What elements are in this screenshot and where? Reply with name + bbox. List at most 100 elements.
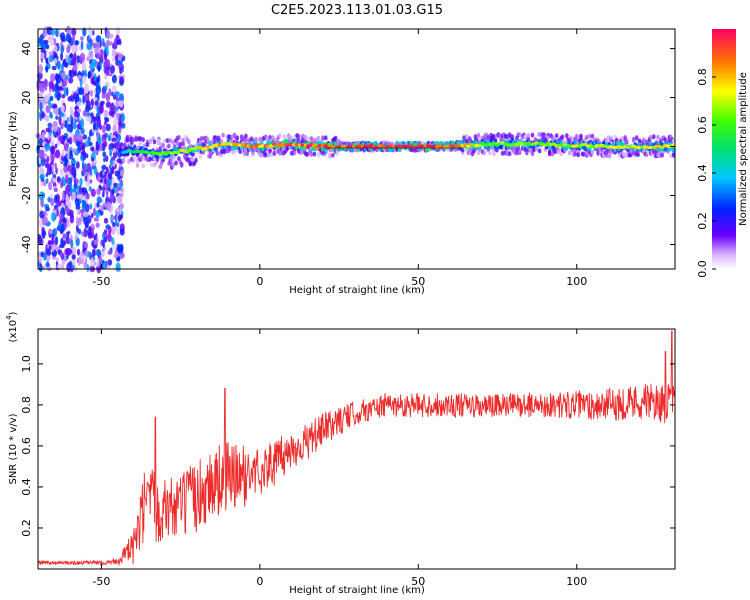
colorbar-gradient (712, 29, 736, 269)
spectrogram-halo-cell (570, 147, 575, 153)
spectrogram-noise-cell (115, 26, 121, 36)
spectrogram-halo-cell (526, 136, 531, 142)
spectrogram-halo-cell (582, 151, 586, 157)
spectrogram-noise-cell (50, 29, 56, 36)
spectrogram-halo-cell (181, 141, 185, 147)
spectrogram-halo-cell (244, 133, 248, 139)
spectrogram-noise-cell (61, 191, 65, 201)
spectrogram-noise-cell (93, 167, 98, 175)
spectrogram-noise-cell (97, 64, 101, 73)
spectrogram-noise-cell (86, 264, 90, 273)
spectrogram-halo-cell (135, 162, 140, 168)
spectrogram-noise-cell (120, 170, 124, 177)
spectrogram-noise-cell (41, 112, 45, 118)
spectrogram-marks (35, 25, 677, 274)
spectrogram-noise-cell (94, 261, 97, 266)
spectrogram-halo-cell (328, 153, 332, 159)
spectrogram-noise-cell (90, 51, 94, 60)
spectrogram-halo-cell (188, 160, 193, 166)
spectrogram-noise-cell (101, 191, 105, 198)
spectrogram-noise-cell (76, 248, 81, 256)
snr-x-tick-label: 100 (566, 575, 587, 588)
spectrogram-noise-cell (75, 204, 81, 210)
spectrogram-noise-cell (105, 101, 112, 108)
spectrogram-band-cell (499, 144, 504, 150)
spectrogram-noise-cell (68, 232, 72, 239)
spectrogram-noise-cell (54, 236, 59, 246)
spectrogram-halo-cell (148, 156, 153, 162)
spectrogram-halo-cell (171, 139, 175, 145)
spectrogram-halo-cell (492, 151, 496, 157)
spectrogram-halo-cell (607, 153, 612, 159)
spectrogram-noise-cell (88, 115, 92, 125)
spectrogram-noise-cell (51, 243, 55, 252)
spectrogram-noise-cell (73, 52, 77, 63)
spectrogram-noise-cell (117, 244, 123, 254)
spectrogram-noise-cell (76, 55, 81, 64)
spectrogram-noise-cell (97, 135, 102, 145)
spectrogram-noise-cell (111, 91, 114, 97)
spectrogram-noise-cell (119, 228, 125, 236)
spectrogram-noise-cell (38, 91, 44, 101)
colorbar-tick-label: 0.8 (696, 68, 709, 86)
spectrogram-halo-cell (642, 137, 646, 143)
colorbar-tick-label: 0.0 (696, 260, 709, 278)
spectrogram-noise-cell (45, 44, 50, 50)
spectrogram-noise-cell (71, 166, 76, 177)
spectrogram-noise-cell (71, 27, 77, 37)
spectrogram-noise-cell (93, 73, 97, 82)
spectrogram-noise-cell (111, 48, 116, 58)
spectrogram-noise-cell (107, 172, 112, 180)
spectrogram-noise-cell (116, 229, 120, 236)
spectrogram-halo-cell (331, 152, 335, 158)
spectrogram-noise-cell (104, 236, 108, 243)
spectrogram-noise-cell (90, 188, 96, 197)
spectrogram-noise-cell (46, 105, 51, 113)
spectrogram-noise-cell (72, 92, 78, 100)
spectrogram-halo-cell (517, 132, 522, 137)
spectrogram-halo-cell (125, 137, 130, 143)
spectrogram-noise-cell (112, 221, 116, 227)
spectrogram-noise-cell (112, 148, 116, 153)
spectrogram-noise-cell (111, 74, 117, 84)
spectrogram-y-label: Frequency (Hz) (8, 111, 19, 187)
spectrogram-y-tick-label: 20 (20, 91, 33, 105)
spectrogram-noise-cell (62, 135, 67, 140)
spectrogram-noise-cell (98, 105, 103, 115)
spectrogram-noise-cell (63, 165, 69, 173)
spectrogram-noise-cell (56, 208, 59, 217)
spectrogram-noise-cell (99, 178, 103, 183)
spectrogram-noise-cell (88, 210, 91, 216)
spectrogram-noise-cell (87, 70, 92, 79)
colorbar-ticks: 0.0 0.2 0.4 0.6 0.8 (696, 68, 716, 278)
figure-title: C2E5.2023.113.01.03.G15 (271, 3, 443, 18)
spectrogram-halo-cell (649, 134, 653, 140)
spectrogram-noise-cell (85, 100, 91, 110)
spectrogram-noise-cell (93, 235, 97, 240)
spectrogram-halo-cell (316, 135, 321, 141)
spectrogram-noise-cell (48, 80, 54, 90)
spectrogram-halo-cell (194, 157, 198, 163)
snr-y-ticks: 0.2 0.4 0.6 0.8 1.0 (20, 355, 675, 537)
spectrogram-halo-cell (507, 151, 512, 157)
spectrogram-noise-cell (113, 253, 119, 259)
spectrogram-noise-cell (56, 176, 61, 183)
spectrogram-noise-cell (71, 191, 77, 199)
spectrogram-noise-cell (118, 120, 123, 128)
spectrogram-halo-cell (309, 152, 314, 157)
spectrogram-noise-cell (50, 73, 56, 83)
spectrogram-noise-cell (56, 200, 62, 207)
spectrogram-noise-cell (87, 231, 93, 239)
spectrogram-noise-cell (109, 150, 112, 157)
spectrogram-noise-cell (52, 228, 58, 237)
spectrogram-y-tick-label: 0 (20, 143, 33, 150)
snr-y-tick-label: 1.0 (20, 355, 33, 373)
spectrogram-x-tick-label: 100 (566, 275, 587, 288)
spectrogram-noise-cell (72, 45, 79, 52)
spectrogram-noise-cell (48, 51, 54, 56)
spectrogram-noise-cell (54, 194, 58, 204)
spectrogram-halo-cell (460, 147, 465, 153)
spectrogram-noise-cell (103, 217, 109, 224)
spectrogram-noise-cell (49, 194, 53, 199)
spectrogram-noise-cell (95, 116, 100, 122)
